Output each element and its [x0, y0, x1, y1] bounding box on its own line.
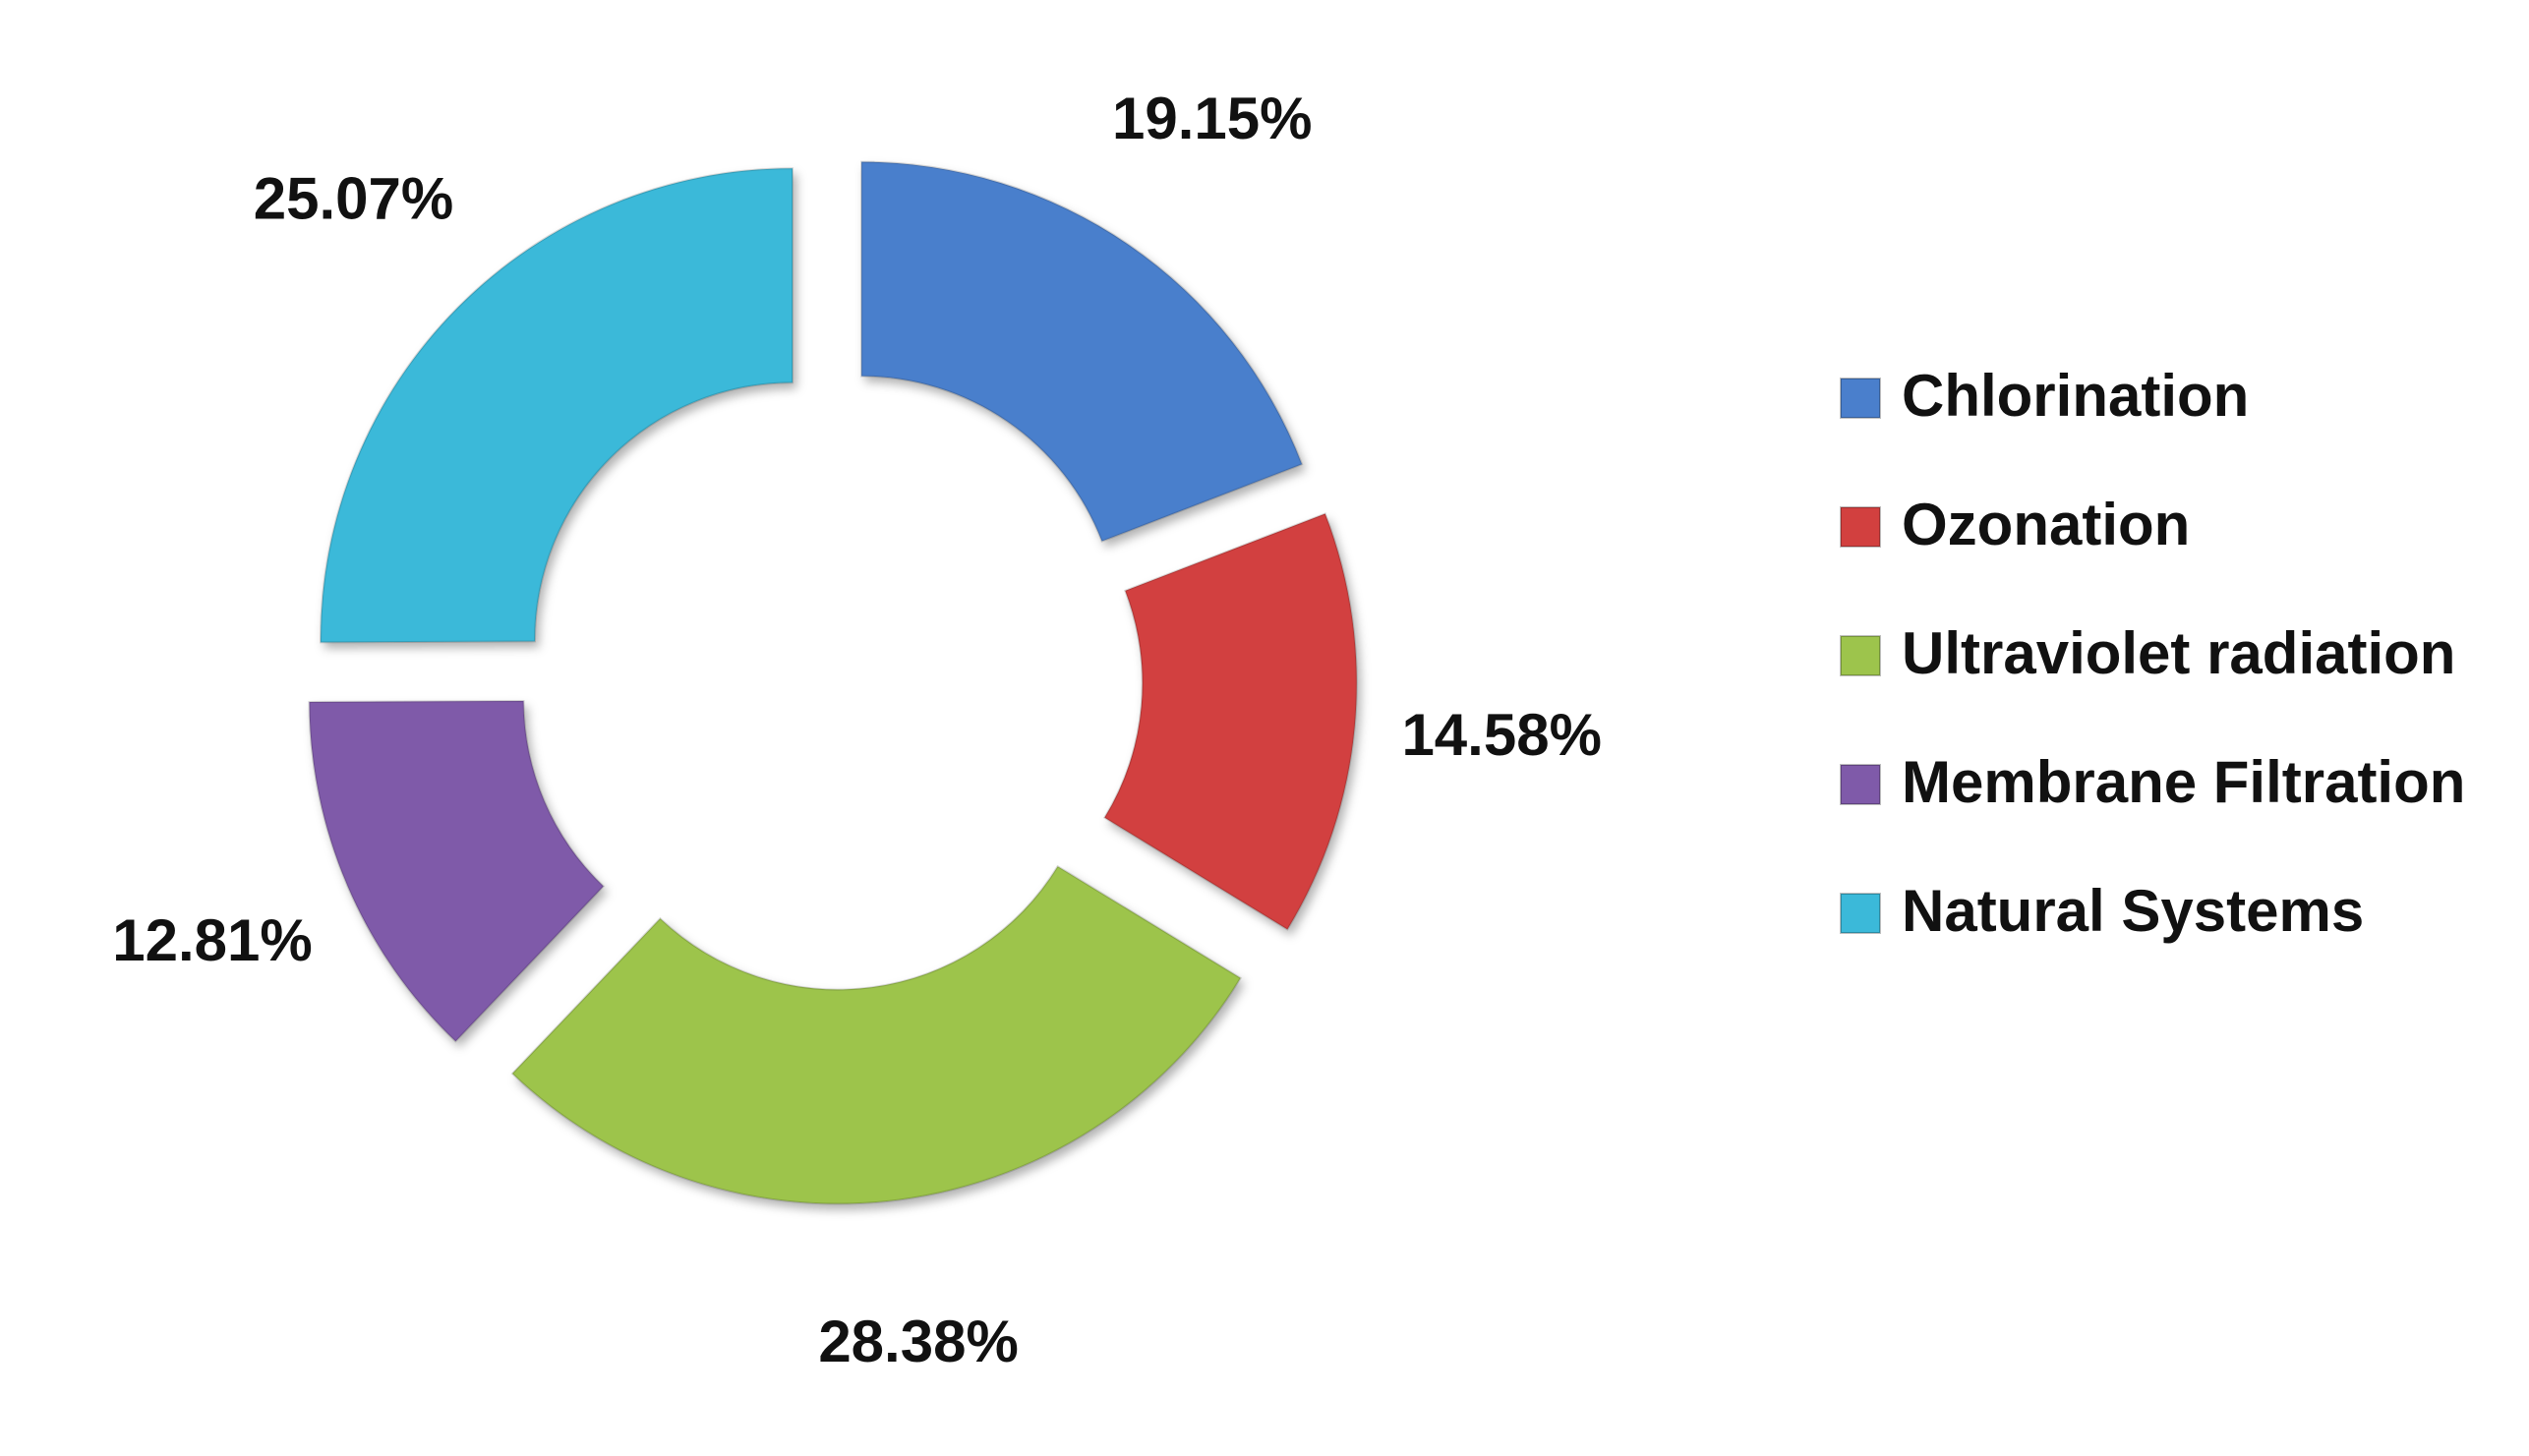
- data-label: 28.38%: [818, 1309, 1019, 1374]
- legend-swatch: [1840, 635, 1881, 676]
- legend-swatch: [1840, 506, 1881, 548]
- legend-label: Chlorination: [1902, 363, 2249, 429]
- data-label: 14.58%: [1401, 702, 1602, 768]
- donut-slice: [308, 699, 606, 1043]
- legend-swatch: [1840, 378, 1881, 419]
- donut-slice: [510, 864, 1243, 1205]
- legend-label: Natural Systems: [1902, 878, 2364, 944]
- legend-label: Ozonation: [1902, 492, 2190, 557]
- legend-label: Ultraviolet radiation: [1902, 620, 2455, 686]
- legend-swatch: [1840, 893, 1881, 934]
- data-label: 19.15%: [1112, 86, 1313, 151]
- data-label: 25.07%: [254, 166, 454, 232]
- legend-swatch: [1840, 764, 1881, 805]
- legend-label: Membrane Filtration: [1902, 749, 2465, 815]
- data-label: 12.81%: [112, 907, 313, 973]
- donut-slice: [860, 160, 1304, 543]
- donut-slice: [320, 167, 794, 644]
- donut-slice: [1102, 512, 1358, 931]
